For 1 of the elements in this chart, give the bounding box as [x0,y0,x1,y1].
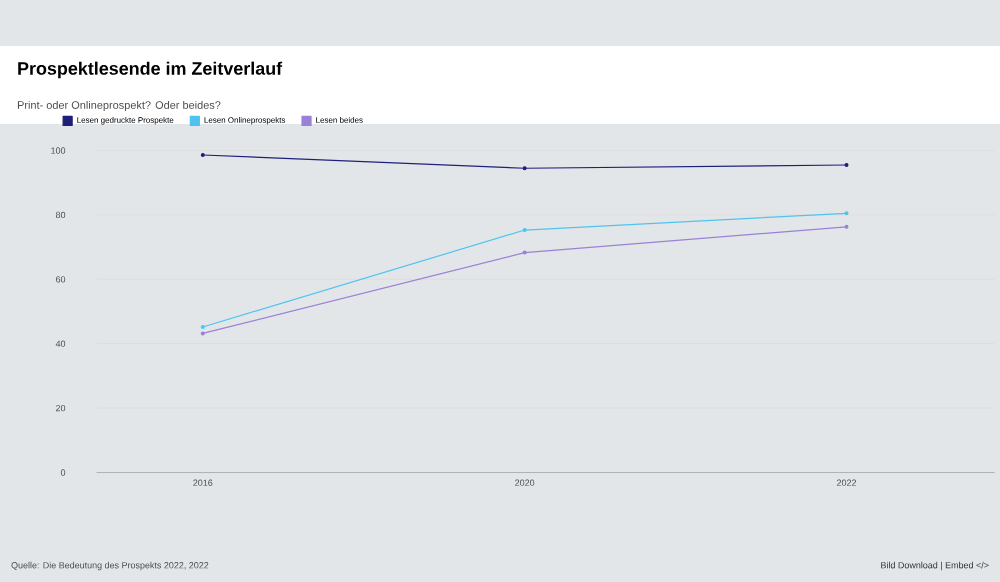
chart-title: Prospektlesende im Zeitverlauf [18,61,283,79]
